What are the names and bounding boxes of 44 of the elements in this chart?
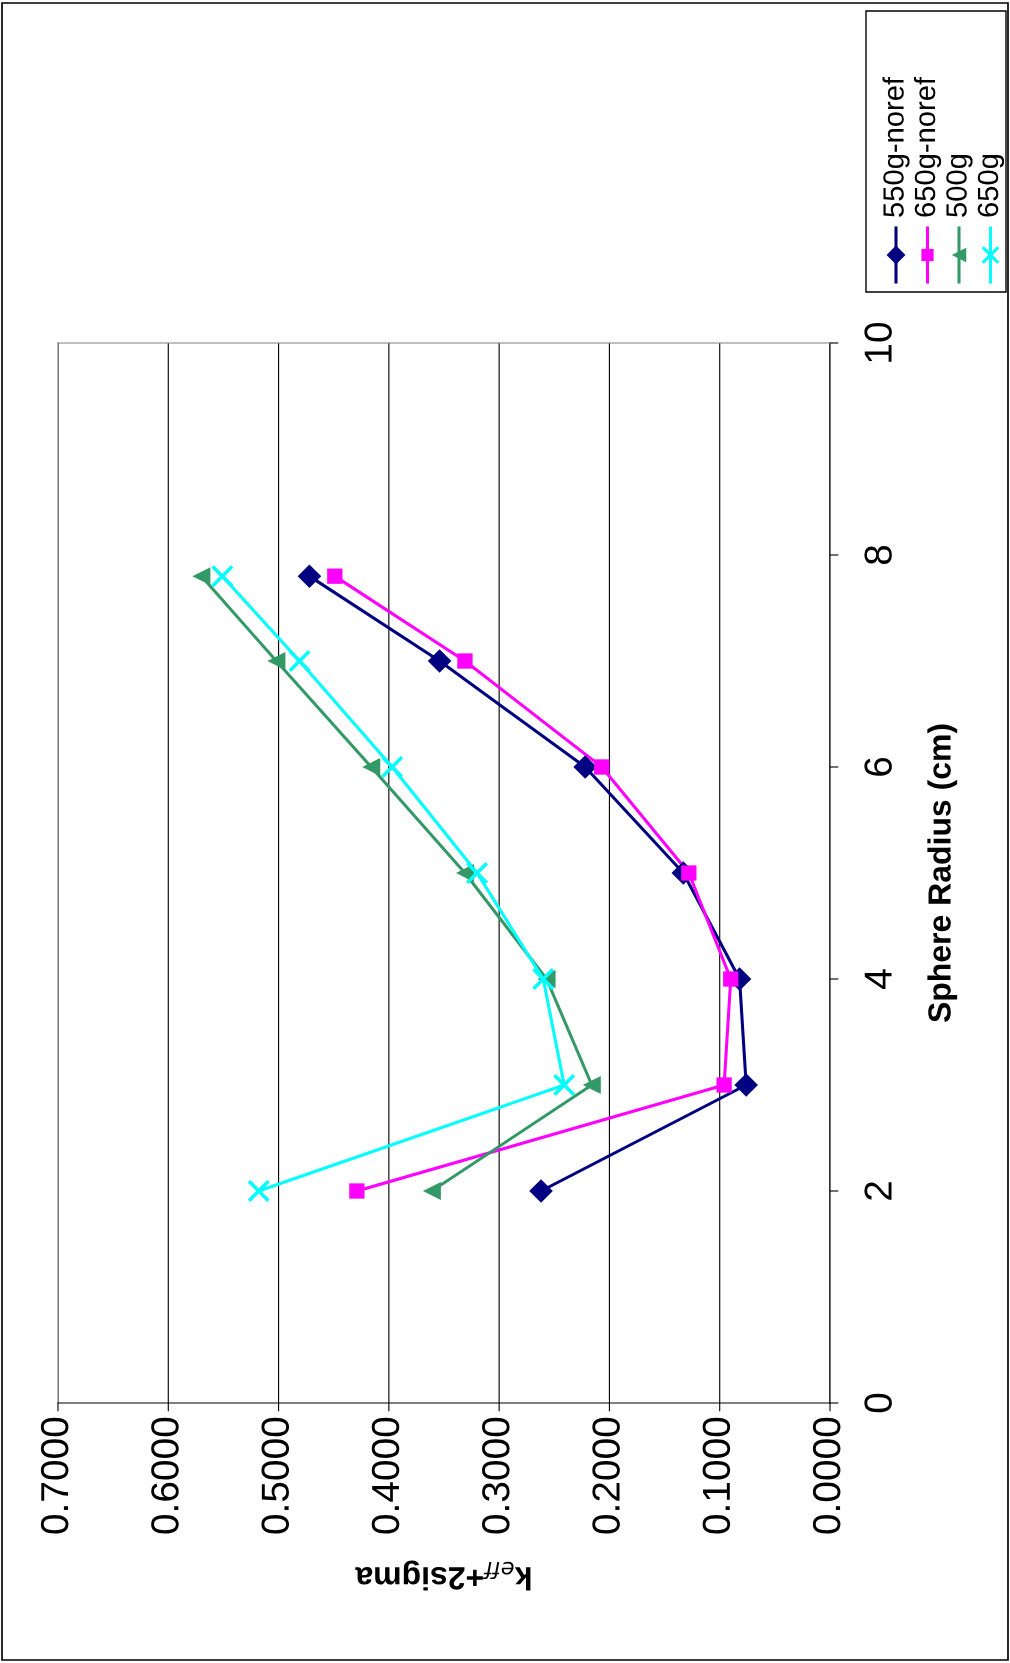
text: 500g bbox=[946, 154, 973, 217]
point bbox=[594, 759, 610, 775]
point bbox=[716, 1077, 732, 1093]
point bbox=[327, 568, 343, 584]
x-tick-label: 0.0000 bbox=[812, 1417, 841, 1534]
x-tick-label: 0.2000 bbox=[592, 1417, 620, 1534]
point bbox=[427, 649, 452, 673]
y-tick-label: 10 bbox=[864, 322, 892, 362]
y-tick-label: 2 bbox=[864, 1182, 892, 1200]
point bbox=[362, 757, 381, 777]
point bbox=[422, 1181, 441, 1201]
y-axis-title: Sphere Radius (cm) bbox=[927, 724, 958, 1023]
point bbox=[210, 564, 234, 588]
x-tick-label: 0.7000 bbox=[40, 1417, 69, 1534]
point bbox=[247, 1179, 271, 1203]
y-tick-label: 4 bbox=[864, 969, 892, 989]
text: 550g-noref bbox=[882, 76, 910, 217]
text: 650g bbox=[977, 154, 1005, 217]
point bbox=[349, 1183, 365, 1199]
point bbox=[465, 861, 489, 885]
point bbox=[681, 865, 697, 881]
point bbox=[457, 653, 473, 669]
x-tick-label: 0.3000 bbox=[482, 1417, 510, 1534]
x-tick-label: 0.4000 bbox=[371, 1417, 400, 1534]
x-tick-label: 0.1000 bbox=[702, 1417, 731, 1534]
x-axis-title: k$_{eff}$+2sigma bbox=[355, 1560, 531, 1591]
point bbox=[582, 1075, 601, 1095]
y-tick-label: 6 bbox=[864, 757, 892, 776]
point bbox=[529, 1179, 553, 1203]
y-tick-label: 8 bbox=[864, 545, 892, 565]
point bbox=[573, 755, 597, 779]
x-tick-label: 0.6000 bbox=[151, 1417, 179, 1534]
point bbox=[380, 755, 404, 779]
point bbox=[552, 1073, 576, 1097]
point bbox=[297, 564, 322, 588]
y-tick-label: 0 bbox=[864, 1393, 892, 1413]
point bbox=[531, 967, 555, 991]
point bbox=[192, 567, 211, 586]
point bbox=[267, 651, 286, 671]
point bbox=[723, 971, 739, 987]
x-tick-label: 0.5000 bbox=[261, 1417, 290, 1534]
text: 650g-noref bbox=[913, 76, 942, 217]
point bbox=[734, 1073, 758, 1097]
point bbox=[288, 649, 311, 673]
